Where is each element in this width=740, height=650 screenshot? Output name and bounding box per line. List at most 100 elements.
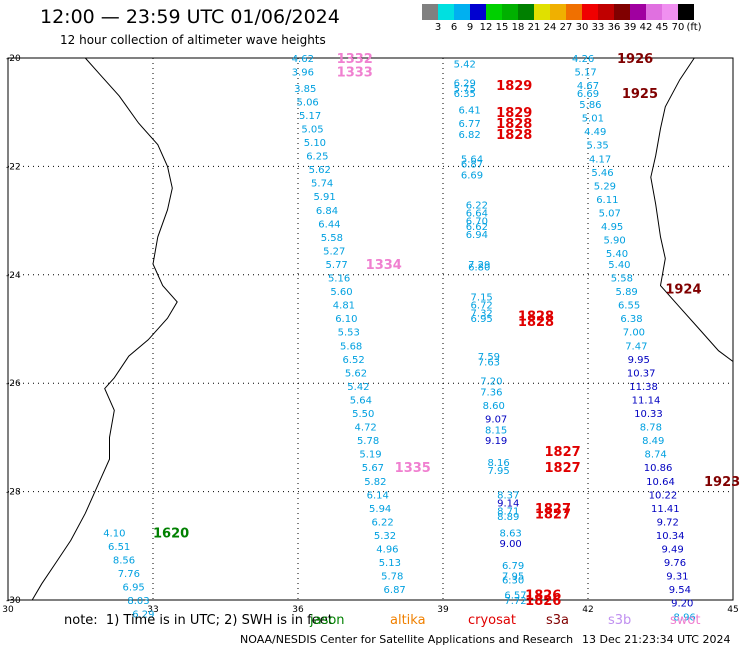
swh-value: 5.58 bbox=[321, 233, 343, 244]
x-tick-label: 33 bbox=[147, 605, 158, 615]
swh-value: 8.16 bbox=[487, 458, 509, 469]
swh-value: 7.00 bbox=[623, 328, 645, 339]
colorbar-label: 39 bbox=[623, 22, 637, 33]
swh-value: 5.82 bbox=[364, 477, 386, 488]
x-tick-label: 45 bbox=[727, 605, 738, 615]
colorbar-swatch bbox=[614, 4, 630, 20]
colorbar-label: 12 bbox=[479, 22, 493, 33]
colorbar-label: 45 bbox=[655, 22, 669, 33]
swh-value: 9.07 bbox=[485, 414, 507, 425]
map-title: 12:00 — 23:59 UTC 01/06/2024 bbox=[40, 6, 340, 28]
swh-value: 5.68 bbox=[340, 341, 362, 352]
y-tick-label: -20 bbox=[6, 54, 21, 64]
colorbar-swatch bbox=[566, 4, 582, 20]
swh-value: 4.49 bbox=[584, 127, 606, 138]
swh-value: 7.76 bbox=[118, 569, 140, 580]
swh-value: 8.03 bbox=[127, 596, 149, 607]
swh-value: 5.89 bbox=[616, 287, 638, 298]
swh-value: 9.49 bbox=[661, 545, 683, 556]
swh-value: 4.17 bbox=[589, 154, 611, 165]
swh-value: 6.57 bbox=[504, 591, 526, 602]
swh-value: 5.10 bbox=[304, 138, 326, 149]
swh-value: 4.81 bbox=[333, 301, 355, 312]
mission-legend-swot: swot bbox=[670, 613, 701, 628]
swh-value: 5.27 bbox=[323, 246, 345, 257]
swh-value: 5.01 bbox=[582, 114, 604, 125]
swh-value: 4.72 bbox=[355, 423, 377, 434]
x-tick-label: 36 bbox=[292, 605, 304, 615]
swh-value: 6.41 bbox=[458, 105, 480, 116]
pass-time-label: 1826 bbox=[525, 594, 561, 609]
colorbar-label: 36 bbox=[607, 22, 621, 33]
swh-value: 7.36 bbox=[480, 387, 502, 398]
colorbar-swatch bbox=[678, 4, 694, 20]
swh-value: 6.29 bbox=[454, 78, 476, 89]
swh-value: 5.17 bbox=[299, 111, 321, 122]
colorbar-swatch bbox=[662, 4, 678, 20]
swh-value: 6.52 bbox=[342, 355, 364, 366]
swh-value: 5.60 bbox=[330, 287, 352, 298]
swh-value: 8.78 bbox=[640, 423, 662, 434]
swh-value: 6.87 bbox=[461, 160, 483, 171]
swh-value: 9.20 bbox=[671, 599, 693, 610]
colorbar-swatch bbox=[518, 4, 534, 20]
mission-legend-cryosat: cryosat bbox=[468, 613, 516, 628]
swh-value: 11.14 bbox=[632, 395, 661, 406]
colorbar-label: 30 bbox=[575, 22, 589, 33]
swh-value: 4.67 bbox=[577, 81, 599, 92]
swh-value: 8.56 bbox=[113, 555, 135, 566]
swh-value: 10.64 bbox=[646, 477, 675, 488]
swh-value: 5.64 bbox=[350, 395, 372, 406]
swh-value: 4.95 bbox=[601, 222, 623, 233]
swh-value: 6.14 bbox=[367, 490, 389, 501]
swh-value: 6.87 bbox=[384, 585, 406, 596]
swh-value: 6.25 bbox=[306, 152, 328, 163]
swh-value: 5.75 bbox=[454, 84, 476, 95]
swh-value: 11.38 bbox=[629, 382, 658, 393]
colorbar bbox=[422, 4, 694, 20]
pass-time-label: 1333 bbox=[337, 66, 373, 81]
swh-value: 5.78 bbox=[381, 572, 403, 583]
swh-value: 8.63 bbox=[500, 528, 522, 539]
pass-time-label: 1827 bbox=[535, 507, 571, 522]
swh-value: 5.86 bbox=[579, 100, 601, 111]
swh-value: 8.15 bbox=[485, 425, 507, 436]
colorbar-swatch bbox=[646, 4, 662, 20]
generated-timestamp: 13 Dec 21:23:34 UTC 2024 bbox=[582, 633, 731, 646]
swh-value: 5.29 bbox=[594, 181, 616, 192]
swh-value: 9.76 bbox=[664, 558, 686, 569]
swh-value: 6.11 bbox=[596, 195, 618, 206]
pass-time-label: 1925 bbox=[622, 87, 658, 102]
swh-value: 5.62 bbox=[345, 368, 367, 379]
colorbar-label: 27 bbox=[559, 22, 573, 33]
swh-value: 10.37 bbox=[627, 368, 656, 379]
swh-value: 10.22 bbox=[649, 490, 678, 501]
mission-legend-s3a: s3a bbox=[546, 613, 570, 628]
swh-value: 8.74 bbox=[645, 450, 667, 461]
swh-value: 5.94 bbox=[369, 504, 391, 515]
x-tick-label: 39 bbox=[437, 605, 449, 615]
colorbar-label: 24 bbox=[543, 22, 557, 33]
colorbar-label: 70 bbox=[671, 22, 685, 33]
pass-time-label: 1827 bbox=[545, 445, 581, 460]
swh-value: 6.55 bbox=[618, 301, 640, 312]
colorbar-label: 33 bbox=[591, 22, 605, 33]
coastline-madagascar bbox=[650, 57, 734, 362]
pass-time-label: 1829 bbox=[496, 79, 532, 94]
x-tick-label: 30 bbox=[2, 605, 14, 615]
colorbar-label: 3 bbox=[434, 22, 442, 33]
pass-time-label: 1923 bbox=[704, 475, 740, 490]
swh-value: 5.64 bbox=[461, 154, 483, 165]
coastline-mozambique bbox=[31, 57, 178, 601]
swh-value: 6.79 bbox=[502, 561, 524, 572]
colorbar-swatch bbox=[438, 4, 454, 20]
swh-value: 5.16 bbox=[328, 274, 350, 285]
pass-time-label: 1829 bbox=[496, 106, 532, 121]
pass-time-label: 1924 bbox=[665, 282, 701, 297]
swh-value: 6.51 bbox=[108, 542, 130, 553]
swh-value: 5.17 bbox=[574, 68, 596, 79]
swh-value: 5.53 bbox=[338, 328, 360, 339]
y-tick-label: -30 bbox=[6, 596, 21, 606]
swh-value: 6.70 bbox=[466, 217, 488, 228]
